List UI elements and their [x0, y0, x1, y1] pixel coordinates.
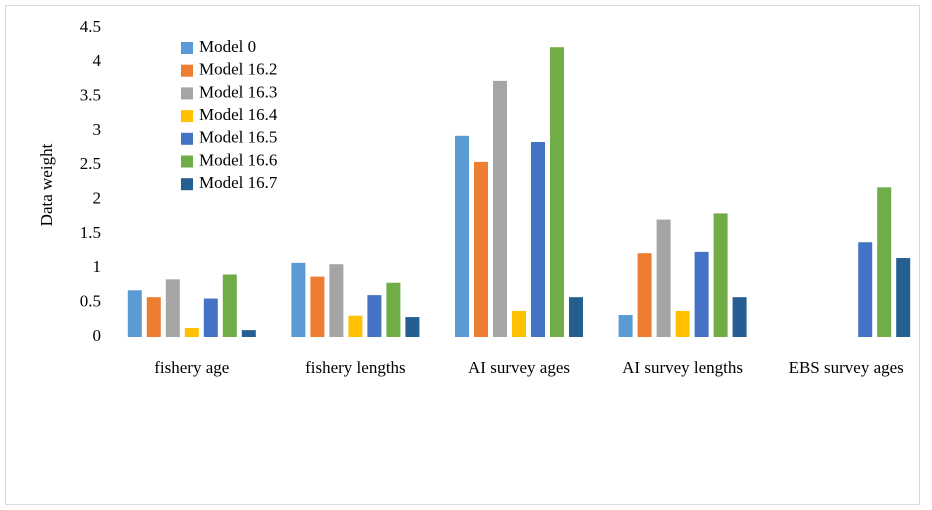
legend-swatch — [181, 64, 193, 77]
bar — [367, 295, 382, 337]
y-tick-label: 4.5 — [80, 17, 101, 36]
bar — [310, 276, 325, 337]
bar — [127, 290, 142, 337]
legend-label: Model 16.2 — [199, 60, 277, 79]
bar — [222, 274, 237, 337]
bar — [694, 251, 709, 337]
bar — [203, 298, 218, 337]
bar — [241, 330, 256, 337]
bar — [732, 297, 747, 337]
bar — [184, 328, 199, 337]
bar — [493, 80, 507, 337]
bar — [656, 219, 671, 337]
x-tick-label: EBS survey ages — [788, 358, 904, 377]
y-tick-label: 4 — [93, 51, 102, 70]
bar — [896, 258, 911, 337]
x-tick-label: fishery age — [154, 358, 230, 377]
y-tick-label: 0 — [93, 326, 102, 345]
bar — [386, 282, 401, 337]
bar — [675, 310, 690, 337]
legend-label: Model 16.7 — [199, 173, 278, 192]
bar — [550, 47, 564, 338]
bar — [146, 297, 161, 337]
x-tick-label: AI survey ages — [468, 358, 570, 377]
bar — [512, 310, 526, 337]
bar — [713, 213, 728, 337]
legend-swatch — [181, 87, 193, 100]
x-tick-label: AI survey lengths — [622, 358, 744, 377]
legend-label: Model 16.4 — [199, 105, 278, 124]
y-tick-label: 0.5 — [80, 292, 101, 311]
legend-label: Model 0 — [199, 37, 256, 56]
bar — [455, 135, 469, 337]
y-tick-label: 2 — [93, 189, 102, 208]
bar — [405, 317, 420, 337]
x-tick-label: fishery lengths — [305, 358, 406, 377]
bar — [877, 187, 892, 337]
bar — [531, 141, 545, 337]
y-axis-label: Data weight — [37, 143, 56, 226]
bar — [165, 279, 180, 337]
y-tick-label: 2.5 — [80, 154, 101, 173]
legend-label: Model 16.3 — [199, 82, 277, 101]
bar — [348, 315, 363, 337]
legend-label: Model 16.6 — [199, 150, 277, 169]
y-tick-label: 3.5 — [80, 86, 101, 105]
bar — [291, 262, 306, 337]
y-tick-label: 1 — [93, 257, 102, 276]
legend-swatch — [181, 132, 193, 145]
legend-swatch — [181, 42, 193, 54]
bar — [329, 264, 344, 337]
y-tick-label: 1.5 — [80, 223, 101, 242]
bar — [858, 242, 873, 337]
bar — [637, 253, 652, 337]
legend-swatch — [181, 178, 193, 191]
chart-border — [5, 5, 920, 505]
legend-swatch — [181, 110, 193, 123]
legend-swatch — [181, 155, 193, 168]
bar — [569, 297, 583, 337]
bar — [474, 161, 488, 337]
bar — [618, 315, 633, 337]
y-tick-label: 3 — [93, 120, 102, 139]
legend-label: Model 16.5 — [199, 128, 277, 147]
